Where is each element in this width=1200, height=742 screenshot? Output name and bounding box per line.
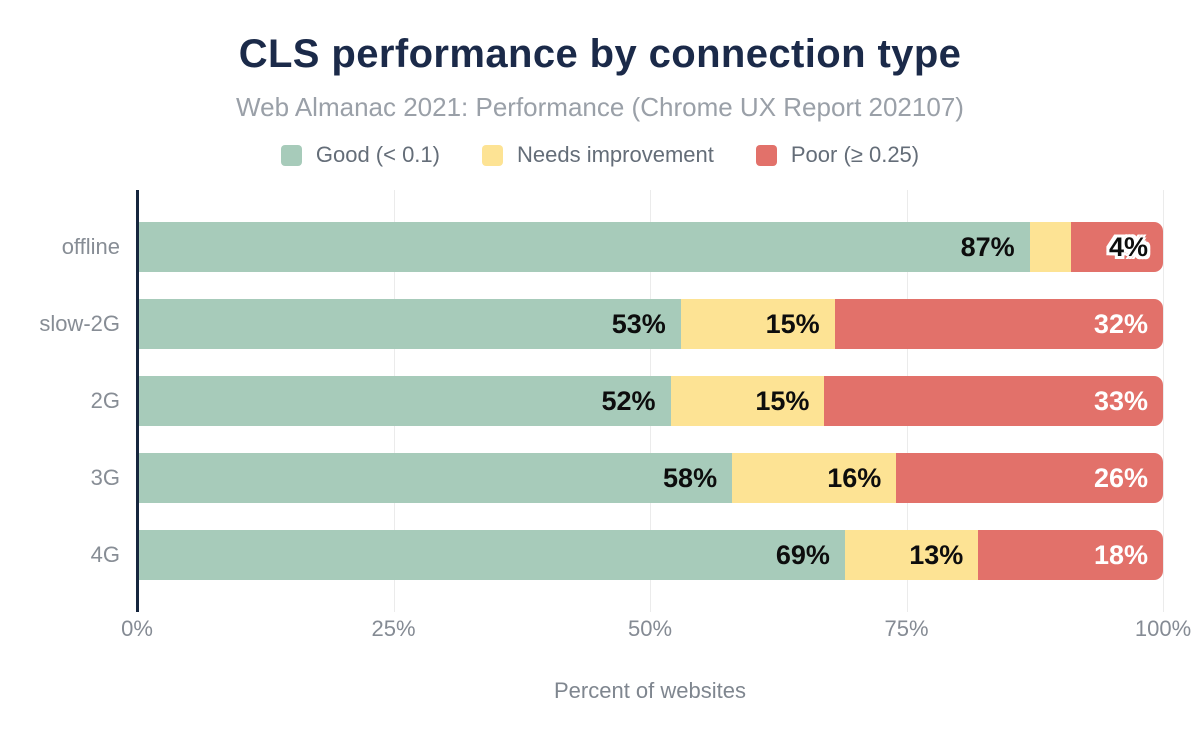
bar-segment-good-4G: 69% xyxy=(137,530,845,580)
y-axis-label-2G: 2G xyxy=(90,388,120,413)
legend: Good (< 0.1) Needs improvement Poor (≥ 0… xyxy=(0,142,1200,168)
y-axis-label-offline: offline xyxy=(61,234,120,259)
bar-value-label: 13% xyxy=(909,539,964,570)
bar-segment-good-3G: 58% xyxy=(137,453,733,503)
bar-segment-good-offline: 87% xyxy=(137,222,1030,272)
bar-segment-needs_improvement-offline xyxy=(1029,222,1071,272)
x-axis-tick-50: 50% xyxy=(627,616,673,641)
bar-segment-poor-3G: 26% xyxy=(896,453,1163,503)
bar-segment-good-2G: 52% xyxy=(137,376,671,426)
bar-row-4G: 69% 13% 18% xyxy=(137,530,1163,580)
bar-value-label: 26% xyxy=(1093,462,1148,493)
y-axis-label-slow-2G: slow-2G xyxy=(39,311,120,336)
x-axis-tick-100: 100% xyxy=(1134,616,1192,641)
chart-title: CLS performance by connection type xyxy=(238,32,962,76)
bar-value-label: 32% xyxy=(1093,308,1148,339)
bar-value-label: 52% xyxy=(601,385,656,416)
gridline-100 xyxy=(1163,190,1164,612)
bar-segment-needs_improvement-3G: 16% xyxy=(732,453,897,503)
legend-item-needs-improvement: Needs improvement xyxy=(482,142,714,168)
bar-segment-poor-slow-2G: 32% xyxy=(834,299,1163,349)
needs-improvement-swatch-icon xyxy=(482,144,503,166)
bar-value-label: 53% xyxy=(611,308,666,339)
y-axis-label-3G: 3G xyxy=(90,465,120,490)
x-axis-tick-25: 25% xyxy=(371,616,416,641)
chart-subtitle: Web Almanac 2021: Performance (Chrome UX… xyxy=(236,92,964,122)
bar-value-label: 33% xyxy=(1093,385,1148,416)
good-swatch-icon xyxy=(280,144,302,166)
bar-segment-poor-offline: 4% xyxy=(1070,222,1163,272)
legend-item-good: Good (< 0.1) xyxy=(280,142,440,168)
legend-label: Needs improvement xyxy=(517,142,714,167)
bar-row-2G: 52% 15% 33% xyxy=(137,376,1163,426)
bar-value-label: 4% xyxy=(1108,231,1148,262)
bar-value-label: 69% xyxy=(775,539,830,570)
bar-segment-needs_improvement-2G: 15% xyxy=(670,376,825,426)
bar-value-label: 87% xyxy=(960,231,1015,262)
x-axis-title: Percent of websites xyxy=(554,678,746,703)
legend-item-poor: Poor (≥ 0.25) xyxy=(755,142,920,168)
y-axis-label-4G: 4G xyxy=(90,542,120,567)
bar-value-label: 58% xyxy=(663,462,718,493)
y-axis-labels: offline slow-2G 2G 3G 4G xyxy=(0,190,120,608)
x-axis-tick-0: 0% xyxy=(121,616,153,641)
bar-value-label: 16% xyxy=(827,462,882,493)
bar-segment-poor-2G: 33% xyxy=(824,376,1163,426)
bar-row-slow-2G: 53% 15% 32% xyxy=(137,299,1163,349)
x-axis-tick-75: 75% xyxy=(884,616,929,641)
bar-segment-needs_improvement-slow-2G: 15% xyxy=(680,299,835,349)
bar-row-offline: 87% 4% xyxy=(137,222,1163,272)
y-axis-line xyxy=(136,190,139,612)
plot-area: 87% 4% 53% 15% 32% 52% 15% 33% 58% 16% 26% 69% 13% 18… xyxy=(136,190,1164,612)
legend-label: Poor (≥ 0.25) xyxy=(790,142,920,167)
poor-swatch-icon xyxy=(755,144,777,166)
bar-row-3G: 58% 16% 26% xyxy=(137,453,1163,503)
bar-segment-good-slow-2G: 53% xyxy=(137,299,681,349)
bar-value-label: 15% xyxy=(765,308,820,339)
bar-segment-poor-4G: 18% xyxy=(978,530,1163,580)
legend-label: Good (< 0.1) xyxy=(315,142,440,167)
bar-value-label: 15% xyxy=(755,385,810,416)
bar-value-label: 18% xyxy=(1093,539,1148,570)
bar-segment-needs_improvement-4G: 13% xyxy=(844,530,979,580)
